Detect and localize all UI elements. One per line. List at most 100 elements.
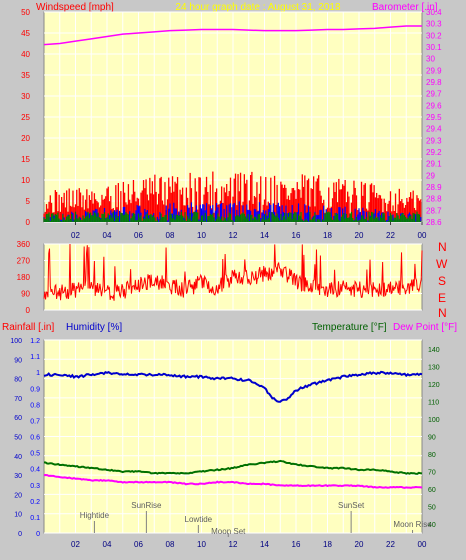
baro-tick-18: 30.4 (426, 8, 442, 17)
event-label-5: Moon Rise (393, 520, 432, 529)
event-label-1: SunRise (131, 501, 162, 510)
hum-xtick-5: 12 (229, 540, 238, 549)
wind-baro-grid (44, 11, 422, 223)
baro-tick-5: 29.1 (426, 160, 442, 169)
wind-xtick-1: 04 (103, 231, 112, 240)
wind-tick-8: 40 (21, 50, 30, 59)
humidity-axis: 0 10 20 30 40 50 60 70 80 90 100 (10, 338, 22, 538)
rain-tick-9: 0.9 (30, 386, 40, 393)
hum-xtick-1: 04 (103, 540, 112, 549)
barometer-line (43, 25, 422, 46)
hum-tick-9: 90 (14, 357, 22, 364)
compass-label-n-bottom: N (438, 306, 447, 320)
wind-xtick-6: 14 (260, 231, 269, 240)
wind-tick-7: 35 (21, 71, 30, 80)
wind-xtick-9: 20 (355, 231, 364, 240)
wind-baro-x-axis: 02 04 06 08 10 12 14 16 18 20 22 00 (71, 222, 427, 240)
baro-tick-4: 29 (426, 171, 435, 180)
baro-tick-10: 29.6 (426, 101, 442, 110)
temp-humidity-x-axis: 02 04 06 08 10 12 14 16 18 20 22 00 (71, 540, 427, 549)
hum-tick-6: 60 (14, 415, 22, 422)
humidity-label: Humidity [%] (66, 322, 122, 333)
baro-tick-15: 30.1 (426, 43, 442, 52)
baro-tick-1: 28.7 (426, 206, 442, 215)
temp-tick-4: 80 (428, 452, 436, 459)
temp-tick-9: 130 (428, 364, 440, 371)
rain-tick-1: 0.1 (30, 515, 40, 522)
compass-label-n-top: N (438, 240, 447, 254)
wind-tick-5: 25 (21, 113, 30, 122)
wind-tick-0: 0 (26, 218, 31, 227)
hum-tick-2: 20 (14, 492, 22, 499)
temp-tick-1: 50 (428, 505, 436, 512)
dir-tick-0: 0 (26, 306, 31, 315)
wind-direction-line (43, 244, 423, 301)
wind-xtick-0: 02 (71, 231, 80, 240)
hum-tick-1: 10 (14, 512, 22, 519)
rain-tick-5: 0.5 (30, 451, 40, 458)
temperature-axis: 40 50 60 70 80 90 100 110 120 130 140 (428, 347, 440, 529)
temp-tick-8: 120 (428, 382, 440, 389)
hum-xtick-6: 14 (260, 540, 269, 549)
rain-tick-6: 0.6 (30, 435, 40, 442)
rain-tick-2: 0.2 (30, 499, 40, 506)
baro-tick-6: 29.2 (426, 148, 442, 157)
baro-tick-14: 30 (426, 55, 435, 64)
temperature-line (43, 459, 423, 475)
hum-xtick-9: 20 (355, 540, 364, 549)
dir-tick-3: 270 (17, 257, 31, 266)
hum-tick-10: 100 (10, 338, 22, 345)
temperature-label: Temperature [°F] (312, 322, 387, 333)
hum-tick-4: 40 (14, 454, 22, 461)
rain-tick-7: 0.7 (30, 418, 40, 425)
rain-tick-12: 1.2 (30, 338, 40, 345)
temp-tick-3: 70 (428, 470, 436, 477)
wind-xtick-7: 16 (292, 231, 301, 240)
dir-tick-2: 180 (17, 273, 31, 282)
hum-tick-5: 50 (14, 435, 22, 442)
wind-xtick-10: 22 (386, 231, 395, 240)
baro-tick-3: 28.9 (426, 183, 442, 192)
rain-tick-3: 0.3 (30, 483, 40, 490)
wind-direction-axis: 0 90 180 270 360 (17, 240, 31, 315)
wind-xtick-5: 12 (229, 231, 238, 240)
compass-label-e: E (438, 291, 446, 305)
wind-xtick-2: 06 (134, 231, 143, 240)
wind-tick-3: 15 (21, 155, 30, 164)
baro-tick-17: 30.3 (426, 20, 442, 29)
hum-xtick-8: 18 (323, 540, 332, 549)
wind-tick-1: 5 (26, 197, 31, 206)
wind-tick-10: 50 (21, 8, 30, 17)
wind-xtick-4: 10 (197, 231, 206, 240)
wind-xtick-8: 18 (323, 231, 332, 240)
wind-tick-4: 20 (21, 134, 30, 143)
temp-tick-0: 40 (428, 522, 436, 529)
event-label-3: Moon Set (211, 527, 246, 536)
hum-tick-0: 0 (18, 531, 22, 538)
rain-tick-10: 1 (36, 370, 40, 377)
hum-xtick-2: 06 (134, 540, 143, 549)
hum-xtick-7: 16 (292, 540, 301, 549)
humidity-line (43, 370, 423, 403)
baro-tick-16: 30.2 (426, 31, 442, 40)
dewpoint-line (43, 474, 423, 489)
event-label-4: SunSet (338, 501, 365, 510)
hum-xtick-10: 22 (386, 540, 395, 549)
temp-tick-10: 140 (428, 347, 440, 354)
rainfall-axis: 0 0.1 0.2 0.3 0.4 0.5 0.6 0.7 0.8 0.9 1 1.1 1.2 (30, 338, 40, 538)
wind-xtick-11: 00 (418, 231, 427, 240)
event-label-0: Hightide (80, 511, 110, 520)
rainfall-label: Rainfall [.in] (2, 322, 54, 333)
baro-tick-7: 29.3 (426, 136, 442, 145)
wind-direction-grid (44, 243, 422, 311)
hum-xtick-11: 00 (418, 540, 427, 549)
baro-tick-9: 29.5 (426, 113, 442, 122)
baro-tick-12: 29.8 (426, 78, 442, 87)
wind-series (43, 171, 422, 222)
rain-tick-11: 1.1 (30, 354, 40, 361)
baro-tick-13: 29.9 (426, 66, 442, 75)
windspeed-axis: 0 5 10 15 20 25 30 35 40 45 50 (21, 8, 30, 227)
wind-tick-6: 30 (21, 92, 30, 101)
rain-tick-8: 0.8 (30, 402, 40, 409)
